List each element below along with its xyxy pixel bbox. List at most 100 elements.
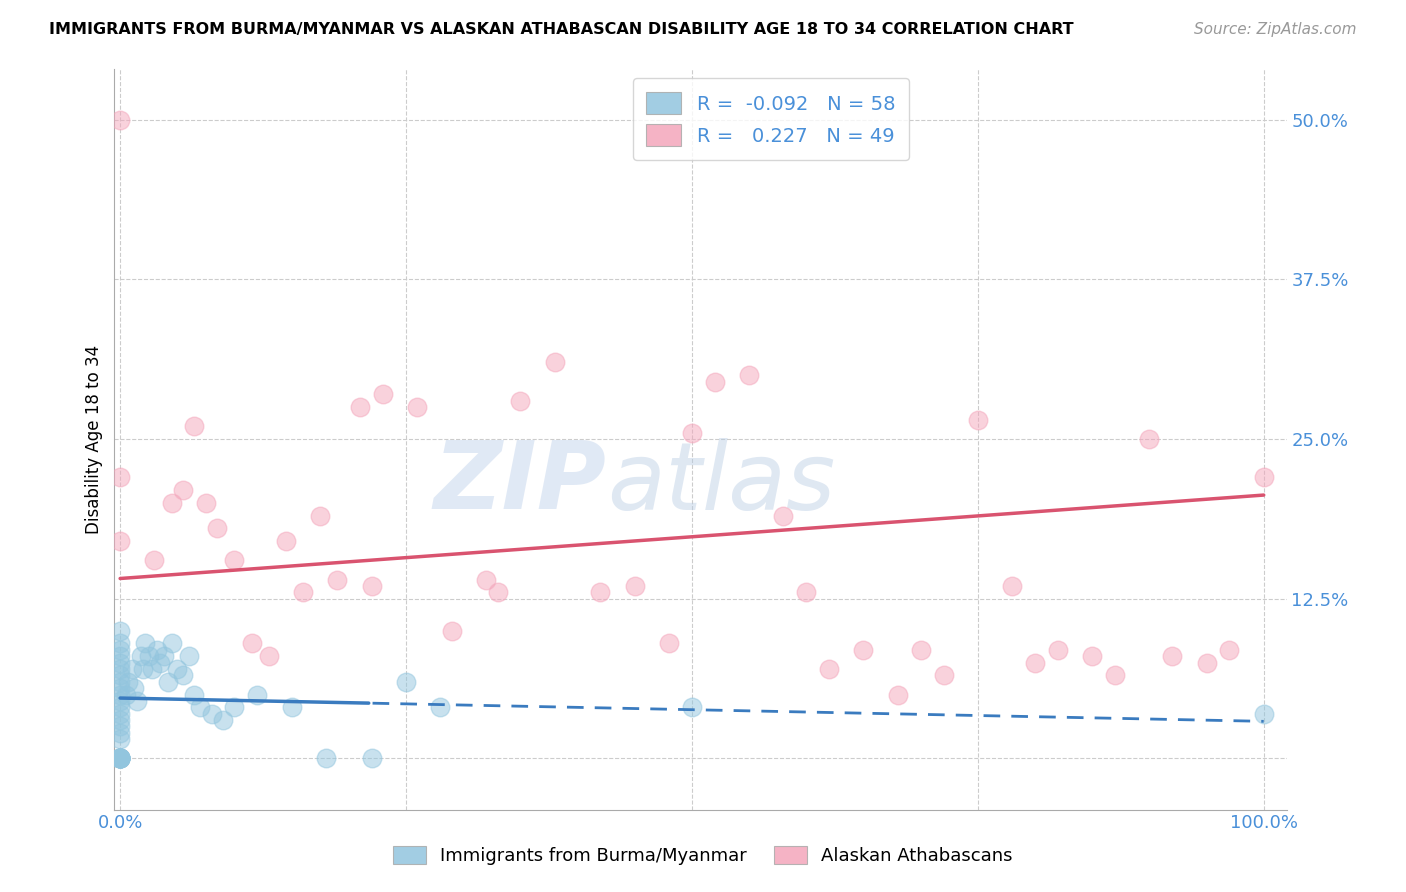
Point	[738, 368, 761, 383]
Point	[108, 732, 131, 747]
Point	[292, 585, 315, 599]
Point	[108, 751, 131, 765]
Point	[360, 751, 382, 765]
Point	[157, 674, 180, 689]
Point	[188, 700, 211, 714]
Point	[910, 643, 932, 657]
Point	[108, 649, 131, 664]
Point	[1046, 643, 1069, 657]
Point	[1218, 643, 1240, 657]
Point	[1137, 432, 1160, 446]
Point	[160, 636, 183, 650]
Point	[108, 656, 131, 670]
Point	[1253, 706, 1275, 721]
Point	[108, 112, 131, 127]
Point	[212, 713, 235, 727]
Point	[280, 700, 302, 714]
Point	[224, 700, 246, 714]
Point	[160, 496, 183, 510]
Text: Source: ZipAtlas.com: Source: ZipAtlas.com	[1194, 22, 1357, 37]
Point	[108, 668, 131, 682]
Point	[326, 573, 349, 587]
Point	[309, 508, 332, 523]
Point	[172, 483, 194, 497]
Point	[240, 636, 263, 650]
Point	[108, 470, 131, 484]
Point	[1195, 656, 1218, 670]
Point	[132, 662, 155, 676]
Text: ZIP: ZIP	[434, 437, 607, 530]
Point	[108, 694, 131, 708]
Point	[177, 649, 200, 664]
Point	[194, 496, 217, 510]
Point	[108, 643, 131, 657]
Point	[658, 636, 681, 650]
Point	[166, 662, 188, 676]
Point	[1001, 579, 1024, 593]
Point	[143, 553, 166, 567]
Legend: R =  -0.092   N = 58, R =   0.227   N = 49: R = -0.092 N = 58, R = 0.227 N = 49	[633, 78, 908, 160]
Point	[1104, 668, 1126, 682]
Point	[373, 387, 395, 401]
Point	[149, 656, 172, 670]
Point	[108, 726, 131, 740]
Point	[183, 419, 205, 434]
Point	[360, 579, 382, 593]
Point	[349, 400, 371, 414]
Point	[108, 751, 131, 765]
Point	[108, 751, 131, 765]
Point	[257, 649, 280, 664]
Point	[852, 643, 875, 657]
Point	[509, 393, 531, 408]
Point	[121, 662, 143, 676]
Point	[315, 751, 337, 765]
Point	[475, 573, 498, 587]
Point	[224, 553, 246, 567]
Point	[108, 751, 131, 765]
Point	[108, 719, 131, 733]
Point	[108, 674, 131, 689]
Point	[440, 624, 463, 638]
Point	[1081, 649, 1104, 664]
Point	[117, 674, 139, 689]
Point	[108, 662, 131, 676]
Point	[246, 688, 269, 702]
Point	[966, 413, 988, 427]
Point	[274, 534, 297, 549]
Point	[681, 700, 703, 714]
Point	[108, 636, 131, 650]
Point	[772, 508, 794, 523]
Point	[108, 624, 131, 638]
Point	[623, 579, 645, 593]
Point	[172, 668, 194, 682]
Point	[395, 674, 418, 689]
Point	[108, 751, 131, 765]
Point	[544, 355, 567, 369]
Point	[486, 585, 509, 599]
Point	[152, 649, 174, 664]
Point	[183, 688, 205, 702]
Point	[589, 585, 612, 599]
Point	[122, 681, 145, 695]
Point	[141, 662, 163, 676]
Point	[1161, 649, 1184, 664]
Point	[108, 751, 131, 765]
Point	[429, 700, 451, 714]
Point	[703, 375, 725, 389]
Point	[108, 700, 131, 714]
Point	[1024, 656, 1046, 670]
Point	[406, 400, 429, 414]
Text: IMMIGRANTS FROM BURMA/MYANMAR VS ALASKAN ATHABASCAN DISABILITY AGE 18 TO 34 CORR: IMMIGRANTS FROM BURMA/MYANMAR VS ALASKAN…	[49, 22, 1074, 37]
Point	[138, 649, 160, 664]
Point	[932, 668, 955, 682]
Point	[129, 649, 152, 664]
Point	[108, 751, 131, 765]
Point	[127, 694, 149, 708]
Point	[681, 425, 703, 440]
Y-axis label: Disability Age 18 to 34: Disability Age 18 to 34	[86, 344, 103, 533]
Point	[108, 713, 131, 727]
Point	[145, 643, 167, 657]
Point	[134, 636, 156, 650]
Point	[108, 706, 131, 721]
Point	[207, 521, 229, 535]
